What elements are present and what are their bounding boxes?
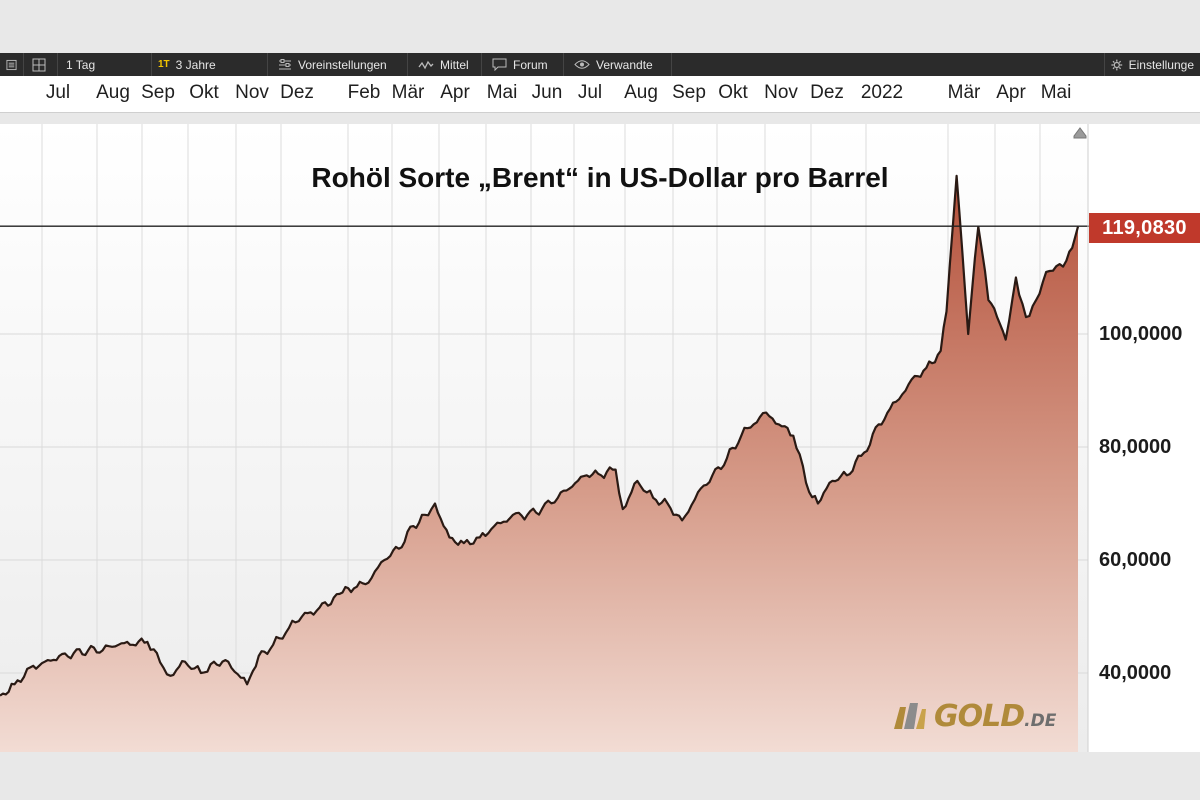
settings-label: Einstellunge xyxy=(1128,57,1194,72)
scroll-up-icon[interactable] xyxy=(1073,127,1087,139)
forum-button[interactable]: Forum xyxy=(486,53,564,76)
month-label: Nov xyxy=(235,82,269,103)
interval-label: 1 Tag xyxy=(66,57,96,72)
eye-icon xyxy=(574,60,590,69)
month-label: Jun xyxy=(531,82,563,103)
month-label: Dez xyxy=(280,82,314,103)
chat-icon xyxy=(492,58,507,71)
related-button[interactable]: Verwandte xyxy=(568,53,672,76)
price-line xyxy=(0,174,1080,697)
range-button[interactable]: 1T 3 Jahre xyxy=(152,53,268,76)
time-axis: Jul Aug Sep Okt Nov Dez Feb Mär Apr Mai … xyxy=(0,76,1200,113)
chart-toolbar: 1 Tag 1T 3 Jahre Voreinstellungen Mittel… xyxy=(0,53,1200,76)
gold-de-logo: GOLD.DE xyxy=(892,696,1056,736)
last-price-badge: 119,0830 xyxy=(1089,213,1200,243)
price-area xyxy=(0,175,1078,752)
menu-icon xyxy=(6,59,17,70)
settings-button[interactable]: Einstellunge xyxy=(1104,53,1200,76)
month-label: Sep xyxy=(672,82,706,103)
month-label: Apr xyxy=(440,82,470,103)
y-tick-label: 60,0000 xyxy=(1099,549,1172,571)
month-label: Mär xyxy=(947,82,981,103)
y-tick-label: 80,0000 xyxy=(1099,436,1172,458)
menu-button[interactable] xyxy=(0,53,24,76)
month-label: Okt xyxy=(189,82,219,103)
wave-icon xyxy=(418,60,434,69)
month-label: Dez xyxy=(810,82,844,103)
month-label: Mai xyxy=(1040,82,1072,103)
presets-label: Voreinstellungen xyxy=(298,57,387,72)
average-label: Mittel xyxy=(440,57,469,72)
layout-button[interactable] xyxy=(26,53,58,76)
month-label: Aug xyxy=(624,82,658,103)
bottom-margin xyxy=(0,752,1200,800)
forum-label: Forum xyxy=(513,57,548,72)
month-label: Sep xyxy=(141,82,175,103)
range-badge: 1T xyxy=(158,59,170,70)
month-label: Jul xyxy=(577,82,603,103)
month-label: Feb xyxy=(347,82,381,103)
y-tick-label: 40,0000 xyxy=(1099,662,1172,684)
related-label: Verwandte xyxy=(596,57,653,72)
month-label: Okt xyxy=(718,82,748,103)
presets-button[interactable]: Voreinstellungen xyxy=(272,53,408,76)
grid-icon xyxy=(32,58,46,71)
month-label: Mär xyxy=(391,82,425,103)
gear-icon xyxy=(1111,59,1123,70)
y-tick-label: 100,0000 xyxy=(1099,323,1183,345)
price-chart[interactable] xyxy=(0,124,1200,752)
sliders-icon xyxy=(279,58,291,69)
range-label: 3 Jahre xyxy=(175,57,216,72)
chart-title: Rohöl Sorte „Brent“ in US-Dollar pro Bar… xyxy=(311,162,889,193)
month-label: 2022 xyxy=(860,82,904,103)
chart-panel: Rohöl Sorte „Brent“ in US-Dollar pro Bar… xyxy=(0,124,1200,752)
month-label: Mai xyxy=(486,82,518,103)
interval-button[interactable]: 1 Tag xyxy=(60,53,152,76)
month-label: Apr xyxy=(996,82,1026,103)
logo-wordmark: GOLD.DE xyxy=(934,699,1056,734)
month-label: Nov xyxy=(764,82,798,103)
logo-text: GOLD xyxy=(934,698,1025,734)
average-button[interactable]: Mittel xyxy=(412,53,482,76)
month-label: Jul xyxy=(45,82,71,103)
month-label: Aug xyxy=(96,82,130,103)
gold-bars-icon xyxy=(894,703,926,729)
logo-suffix: .DE xyxy=(1024,710,1057,731)
